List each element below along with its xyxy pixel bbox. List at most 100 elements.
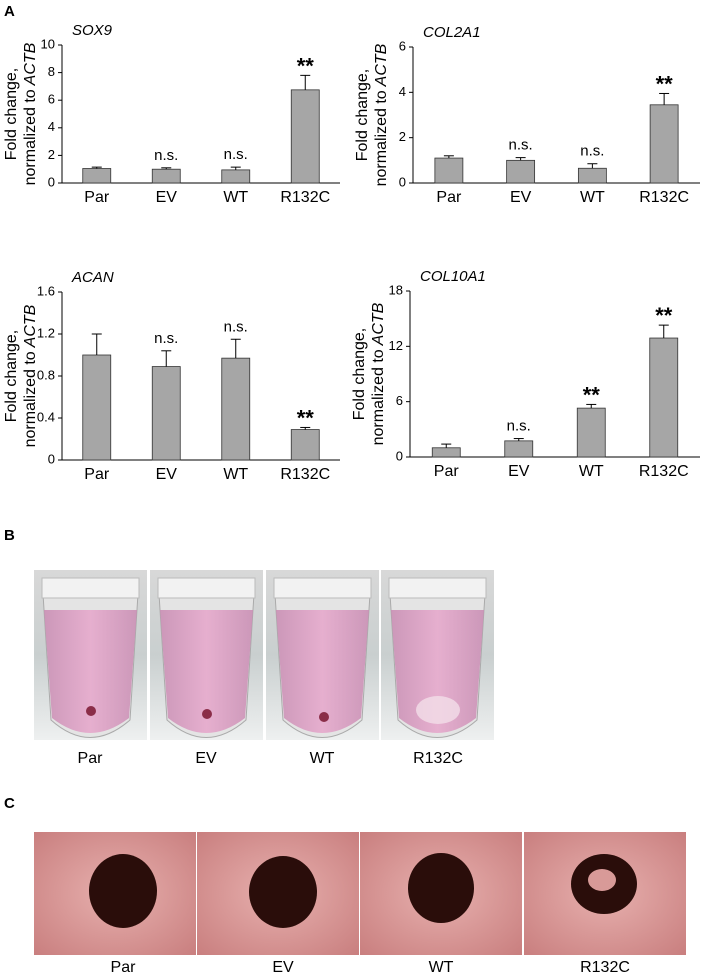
chart-title: COL10A1 <box>420 268 486 285</box>
y-tick-label: 2 <box>399 129 406 144</box>
y-label-italic: ACTB <box>22 304 39 348</box>
y-axis-label: Fold change, normalized to ACTB <box>3 304 39 447</box>
y-tick-label: 18 <box>389 282 403 297</box>
tube-label: WT <box>310 750 335 767</box>
significance-label: n.s. <box>154 147 178 164</box>
x-tick-label: EV <box>156 466 178 483</box>
significance-label: ** <box>655 303 673 328</box>
x-tick-label: EV <box>508 463 530 480</box>
bar <box>649 104 679 184</box>
y-tick-label: 12 <box>389 338 403 353</box>
y-label-line: Fold change, <box>3 68 20 161</box>
y-label-line: Fold change, <box>351 328 368 421</box>
x-tick-label: WT <box>580 189 605 206</box>
tube-label: EV <box>195 750 217 767</box>
y-axis-label: Fold change, normalized to ACTB <box>351 302 387 445</box>
x-tick-label: Par <box>434 463 460 480</box>
y-tick-label: 0 <box>396 448 403 463</box>
pellet-label: R132C <box>580 959 630 974</box>
bar-chart: ACAN Fold change, normalized to ACTB 0 0.4 0.8… <box>3 269 340 483</box>
y-label-italic: ACTB <box>22 42 39 86</box>
significance-label: n.s. <box>154 330 178 347</box>
bar <box>82 354 112 461</box>
significance-label: ** <box>656 71 674 96</box>
significance-label: ** <box>297 53 315 78</box>
y-tick-label: 0.8 <box>37 367 55 382</box>
tube-label: Par <box>78 750 104 767</box>
y-tick-label: 4 <box>48 119 55 134</box>
x-tick-label: WT <box>223 466 248 483</box>
y-tick-label: 8 <box>48 64 55 79</box>
y-tick-label: 10 <box>41 36 55 51</box>
y-label-line: normalized to <box>22 89 39 185</box>
y-tick-label: 0 <box>48 451 55 466</box>
y-tick-label: 1.2 <box>37 325 55 340</box>
y-tick-label: 0.4 <box>37 409 55 424</box>
y-tick-label: 0 <box>399 174 406 189</box>
y-tick-label: 6 <box>396 393 403 408</box>
x-tick-label: EV <box>156 189 178 206</box>
y-label-line: normalized to <box>373 90 390 186</box>
y-axis-label: Fold change, normalized to ACTB <box>3 42 39 185</box>
y-tick-label: 6 <box>399 38 406 53</box>
y-label-italic: ACTB <box>370 302 387 346</box>
panel-label: B <box>4 527 15 544</box>
pellet-photos <box>34 832 686 955</box>
significance-label: ** <box>583 382 601 407</box>
bar <box>504 440 534 458</box>
y-axis-label: Fold change, normalized to ACTB <box>354 43 390 186</box>
x-tick-label: R132C <box>280 189 330 206</box>
y-tick-label: 6 <box>48 92 55 107</box>
pellet-label: WT <box>429 959 454 974</box>
bar-chart: COL10A1 Fold change, normalized to ACTB 0 6 12… <box>351 268 700 480</box>
bar <box>221 357 251 461</box>
pellet-label: EV <box>272 959 294 974</box>
pellet-label: Par <box>111 959 137 974</box>
tube-photos <box>33 569 495 741</box>
y-tick-label: 0 <box>48 174 55 189</box>
bar <box>649 337 679 458</box>
y-label-line: Fold change, <box>3 330 20 423</box>
bar <box>151 168 181 184</box>
bar <box>221 169 251 184</box>
bar <box>431 447 461 458</box>
x-tick-label: EV <box>510 189 532 206</box>
significance-label: n.s. <box>507 418 531 435</box>
x-tick-label: Par <box>84 466 110 483</box>
chart-title: COL2A1 <box>423 24 481 41</box>
tube-label: R132C <box>413 750 463 767</box>
bar <box>434 157 464 184</box>
bar <box>577 167 607 184</box>
chart-title: ACAN <box>71 269 114 286</box>
y-tick-label: 1.6 <box>37 283 55 298</box>
x-tick-label: WT <box>223 189 248 206</box>
significance-label: n.s. <box>509 137 533 154</box>
x-tick-label: Par <box>84 189 110 206</box>
y-label-line: normalized to <box>22 351 39 447</box>
chart-title: SOX9 <box>72 22 113 39</box>
bar <box>290 89 320 184</box>
y-label-line: normalized to <box>370 349 387 445</box>
panel-label: C <box>4 795 15 812</box>
bar <box>151 366 181 461</box>
significance-label: n.s. <box>224 146 248 163</box>
bar <box>576 407 606 458</box>
panel-label: A <box>4 3 15 20</box>
significance-label: ** <box>297 405 315 430</box>
x-tick-label: R132C <box>639 463 689 480</box>
significance-label: n.s. <box>580 143 604 160</box>
significance-label: n.s. <box>224 318 248 335</box>
bar <box>506 159 536 184</box>
y-tick-label: 2 <box>48 147 55 162</box>
x-tick-label: R132C <box>639 189 689 206</box>
x-tick-label: R132C <box>280 466 330 483</box>
x-tick-label: Par <box>436 189 462 206</box>
bar-chart: SOX9 Fold change, normalized to ACTB 0 2 4 6 8 10… <box>3 22 340 206</box>
bar <box>290 429 320 461</box>
bar <box>82 168 112 184</box>
y-tick-label: 4 <box>399 84 406 99</box>
bar-chart: COL2A1 Fold change, normalized to ACTB 0 2 4 6 P… <box>354 24 700 206</box>
x-tick-label: WT <box>579 463 604 480</box>
y-label-italic: ACTB <box>373 43 390 87</box>
